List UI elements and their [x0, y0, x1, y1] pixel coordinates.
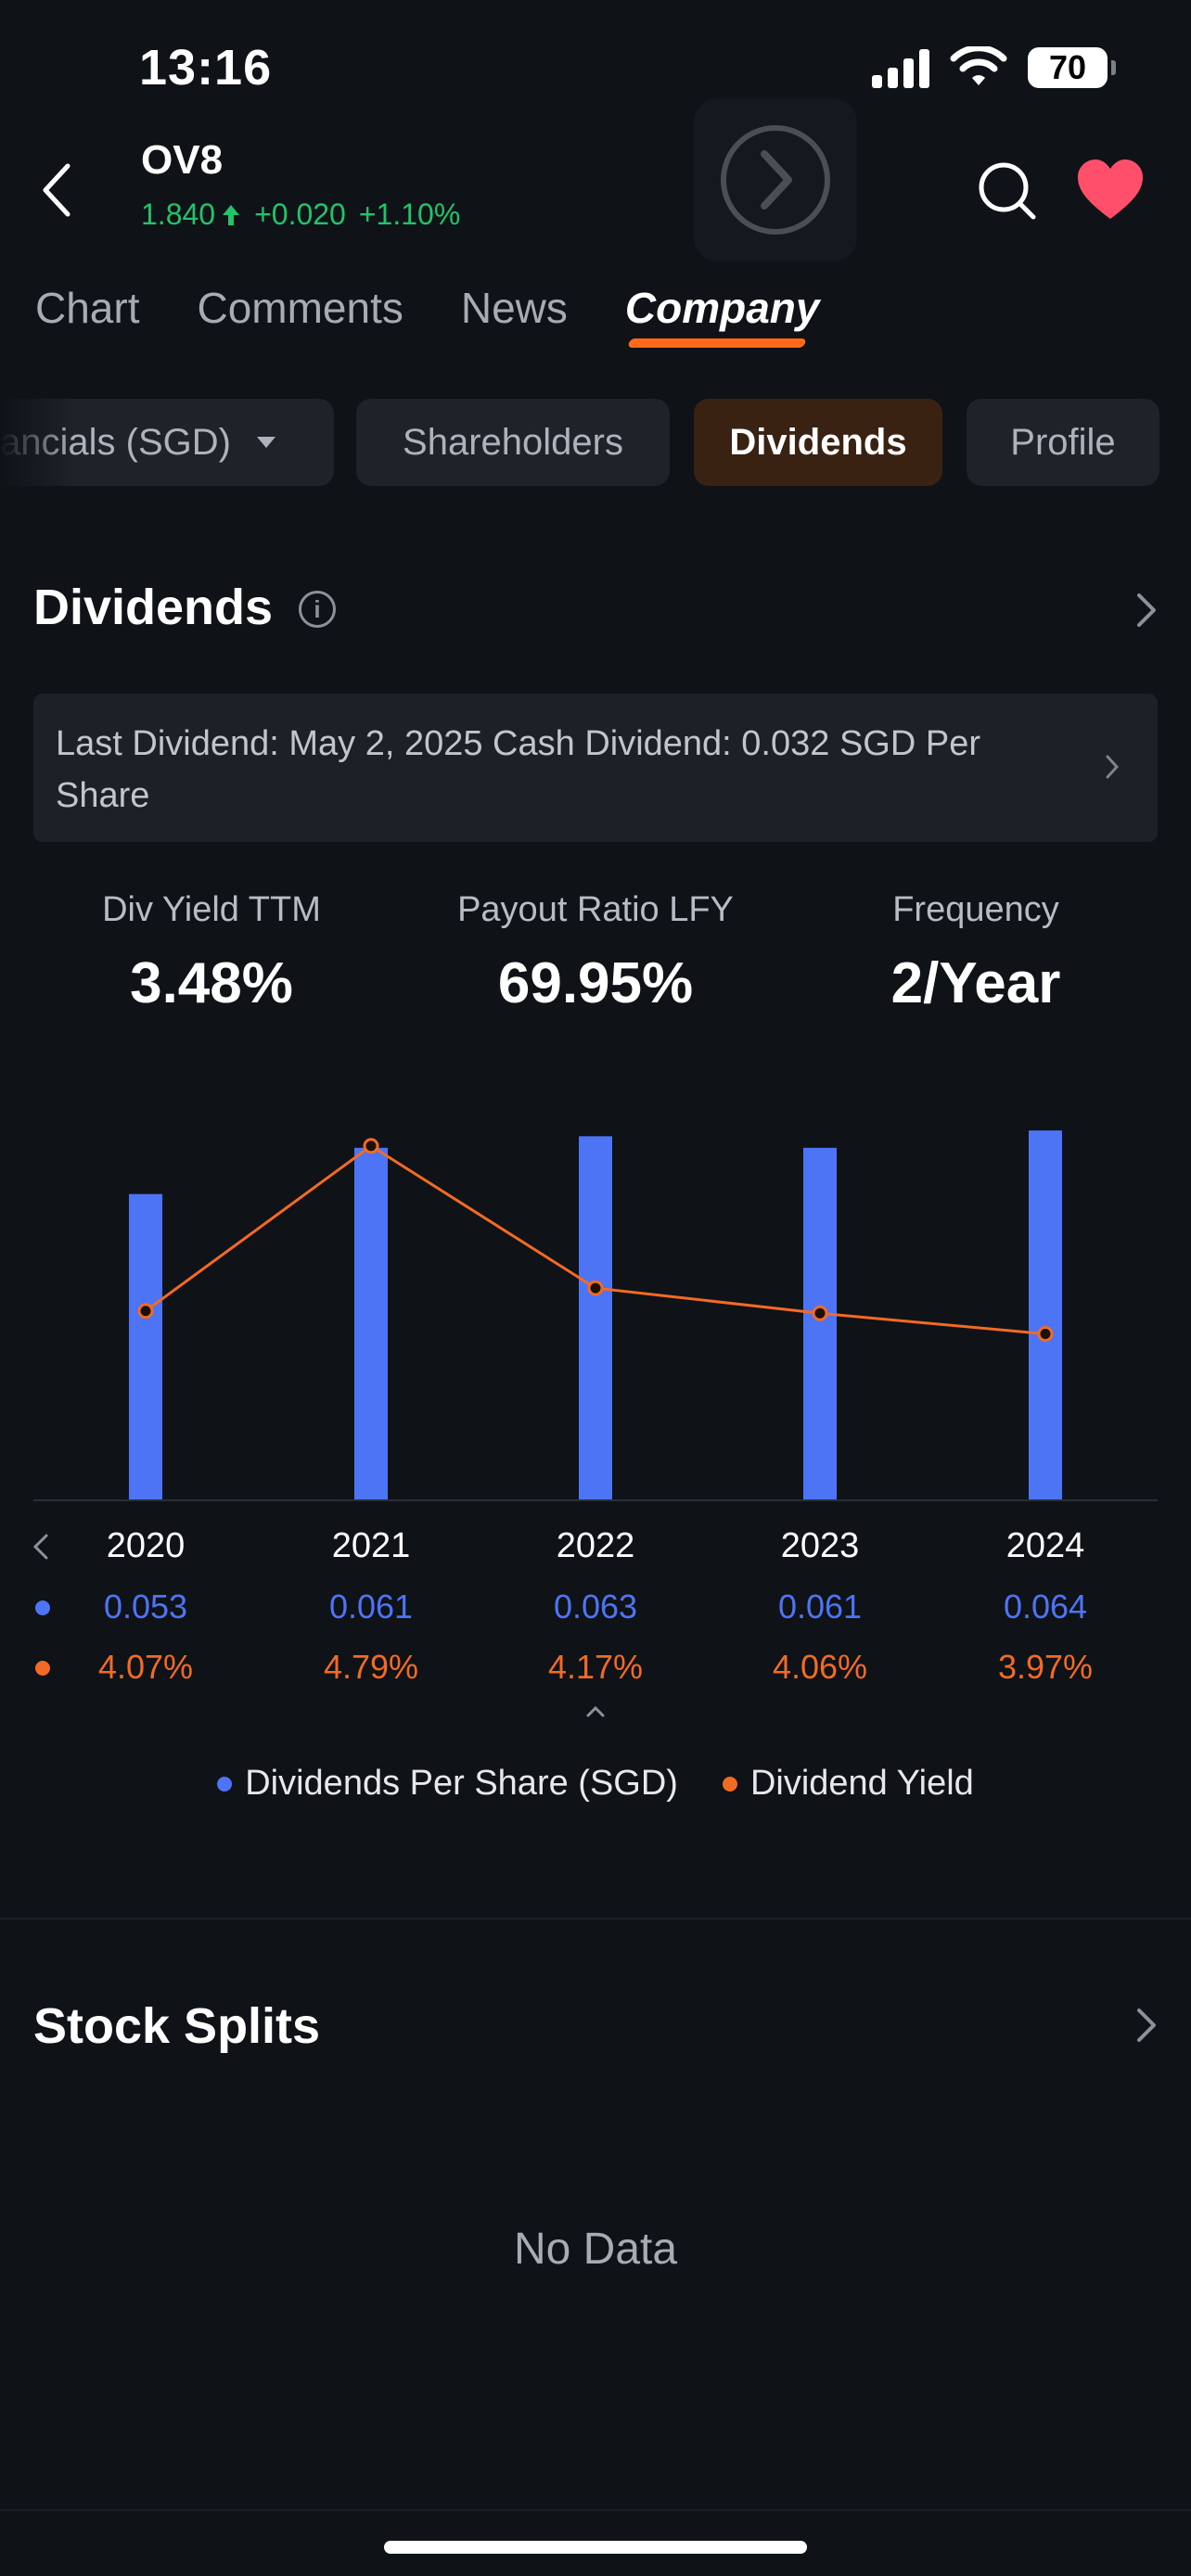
stock-splits-title: Stock Splits	[33, 1998, 321, 2054]
sub-tabs: ancials (SGD) Shareholders Dividends Pro…	[0, 399, 1191, 486]
tab-chart[interactable]: Chart	[35, 284, 140, 332]
no-data-text: No Data	[513, 2225, 678, 2274]
stat-label: Frequency	[892, 890, 1059, 929]
point-yield-2020	[137, 1303, 154, 1320]
price-change-pct: +1.10%	[358, 198, 461, 231]
subtab-profile[interactable]: Profile	[967, 399, 1159, 486]
price: 1.840	[141, 198, 216, 231]
stat-payout-ratio: Payout Ratio LFY 69.95%	[410, 890, 781, 1016]
stat-label: Div Yield TTM	[102, 890, 321, 929]
last-dividend-text: Last Dividend: May 2, 2025 Cash Dividend…	[56, 724, 980, 815]
point-yield-2021	[363, 1138, 379, 1154]
data-label-yield: 4.07%	[97, 1648, 194, 1686]
stat-div-yield: Div Yield TTM 3.48%	[26, 890, 397, 1016]
collapse-chevron-up-icon[interactable]	[584, 1704, 607, 1719]
tick-label-year: 2021	[331, 1526, 411, 1565]
back-button[interactable]	[28, 158, 83, 223]
chart-legend: Dividends Per Share (SGD) Dividend Yield	[0, 1764, 1191, 1804]
stat-value: 69.95%	[497, 951, 694, 1015]
ticker-symbol: OV8	[141, 137, 224, 183]
legend-label: Dividend Yield	[749, 1764, 974, 1803]
dividends-chart	[33, 1130, 1158, 1501]
caret-down-icon	[256, 437, 275, 448]
point-yield-2023	[812, 1305, 828, 1321]
tick-label-year: 2020	[106, 1526, 186, 1565]
bar-dps-2024	[1029, 1130, 1062, 1500]
legend-item-yield: Dividend Yield	[722, 1764, 974, 1804]
dividends-title: Dividends	[33, 580, 274, 635]
data-label-yield: 3.97%	[997, 1648, 1094, 1686]
section-divider	[0, 1918, 1191, 1919]
up-arrow-icon	[223, 204, 240, 225]
tab-company[interactable]: Company	[624, 284, 820, 332]
data-label-dps: 0.061	[777, 1588, 863, 1626]
tab-news[interactable]: News	[460, 284, 568, 332]
chart-prev-chevron-icon[interactable]	[32, 1532, 50, 1562]
stat-value: 3.48%	[130, 951, 293, 1015]
forward-arrow-icon	[721, 125, 830, 235]
bar-dps-2022	[579, 1136, 612, 1500]
legend-item-dps: Dividends Per Share (SGD)	[217, 1764, 678, 1804]
dps-row: 0.053 0.061 0.063 0.061 0.064	[0, 1588, 1191, 1634]
subtab-dividends[interactable]: Dividends	[694, 399, 942, 486]
data-label-dps: 0.064	[1003, 1588, 1088, 1626]
status-icons: 70	[872, 46, 1116, 89]
tick-label-year: 2023	[780, 1526, 860, 1565]
dividends-more-chevron-icon[interactable]	[1133, 592, 1159, 629]
bar-dps-2021	[354, 1147, 388, 1500]
subtab-shareholders[interactable]: Shareholders	[356, 399, 670, 486]
stat-value: 2/Year	[890, 951, 1061, 1015]
stat-label: Payout Ratio LFY	[457, 890, 734, 929]
year-row: 2020 2021 2022 2023 2024	[0, 1526, 1191, 1573]
legend-label: Dividends Per Share (SGD)	[245, 1764, 678, 1803]
price-change: +0.020	[254, 198, 346, 231]
heart-icon[interactable]	[1076, 158, 1145, 223]
bar-dps-2023	[803, 1147, 837, 1500]
tick-label-year: 2022	[556, 1526, 635, 1565]
data-label-yield: 4.17%	[547, 1648, 644, 1686]
data-label-dps: 0.061	[328, 1588, 414, 1626]
quote-line: 1.840 +0.020 +1.10%	[141, 198, 460, 232]
data-label-yield: 4.06%	[772, 1648, 868, 1686]
status-time: 13:16	[139, 40, 273, 96]
point-yield-2024	[1037, 1326, 1054, 1343]
top-tabs: Chart Comments News Company	[35, 283, 820, 333]
data-label-dps: 0.053	[103, 1588, 188, 1626]
search-icon[interactable]	[974, 158, 1039, 223]
data-label-dps: 0.063	[553, 1588, 638, 1626]
dps-row-dot	[35, 1600, 50, 1615]
wifi-icon	[950, 46, 1007, 85]
forward-floating-button[interactable]	[694, 98, 857, 261]
point-yield-2022	[587, 1280, 604, 1296]
info-icon[interactable]: i	[299, 591, 336, 628]
stat-frequency: Frequency 2/Year	[790, 890, 1161, 1016]
tab-comments[interactable]: Comments	[197, 284, 403, 332]
last-dividend-chevron-icon	[1106, 755, 1120, 779]
tick-label-year: 2024	[1005, 1526, 1085, 1565]
signal-icon	[872, 47, 929, 88]
battery-icon: 70	[1028, 47, 1116, 88]
bottom-divider	[0, 2509, 1191, 2511]
last-dividend-card[interactable]: Last Dividend: May 2, 2025 Cash Dividend…	[33, 694, 1158, 842]
yield-row: 4.07% 4.79% 4.17% 4.06% 3.97%	[0, 1648, 1191, 1694]
back-chevron-icon	[43, 163, 70, 217]
data-label-yield: 4.79%	[323, 1648, 419, 1686]
home-indicator	[384, 2541, 807, 2554]
yield-row-dot	[35, 1661, 50, 1676]
bar-dps-2020	[129, 1193, 162, 1500]
stock-splits-more-chevron-icon[interactable]	[1133, 2007, 1159, 2044]
